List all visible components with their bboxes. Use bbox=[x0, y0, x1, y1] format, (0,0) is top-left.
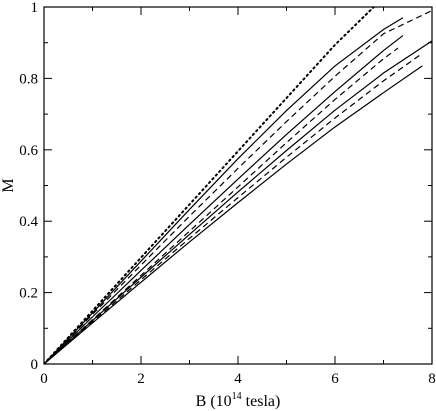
x-axis-label-exponent: 14 bbox=[232, 391, 242, 402]
x-tick-label: 0 bbox=[40, 371, 48, 387]
x-axis-label: B (1014 tesla) bbox=[196, 391, 281, 410]
x-axis-label-prefix: B (10 bbox=[196, 393, 232, 410]
x-axis-label-suffix: tesla) bbox=[242, 393, 281, 410]
y-tick-label: 1 bbox=[31, 0, 39, 16]
x-tick-label: 6 bbox=[331, 371, 339, 387]
series-line-6-solid bbox=[44, 40, 432, 364]
series-line-2-solid bbox=[44, 17, 404, 364]
series-line-4-solid bbox=[44, 35, 404, 364]
x-tick-label: 4 bbox=[234, 371, 242, 387]
tick-labels-layer: 0 2 4 6 8 0 0.2 0.4 0.6 0.8 1 bbox=[19, 0, 436, 387]
series-line-1-dotted bbox=[44, 7, 375, 364]
series-line-3-dashed bbox=[44, 10, 432, 364]
series-line-7-dashed bbox=[44, 52, 423, 364]
y-tick-label: 0.8 bbox=[19, 71, 38, 87]
plot-frame bbox=[43, 6, 433, 365]
y-tick-label: 0.2 bbox=[19, 286, 38, 302]
ticks-layer bbox=[43, 6, 433, 365]
y-tick-label: 0.6 bbox=[19, 143, 38, 159]
x-tick-label: 2 bbox=[137, 371, 145, 387]
series-line-5-dashed bbox=[44, 47, 399, 364]
series-line-8-solid bbox=[44, 65, 423, 364]
y-tick-label: 0.4 bbox=[19, 214, 38, 230]
y-axis-label: M bbox=[0, 178, 17, 192]
y-tick-label: 0 bbox=[31, 357, 39, 373]
x-tick-label: 8 bbox=[428, 371, 436, 387]
series-layer bbox=[44, 7, 432, 364]
